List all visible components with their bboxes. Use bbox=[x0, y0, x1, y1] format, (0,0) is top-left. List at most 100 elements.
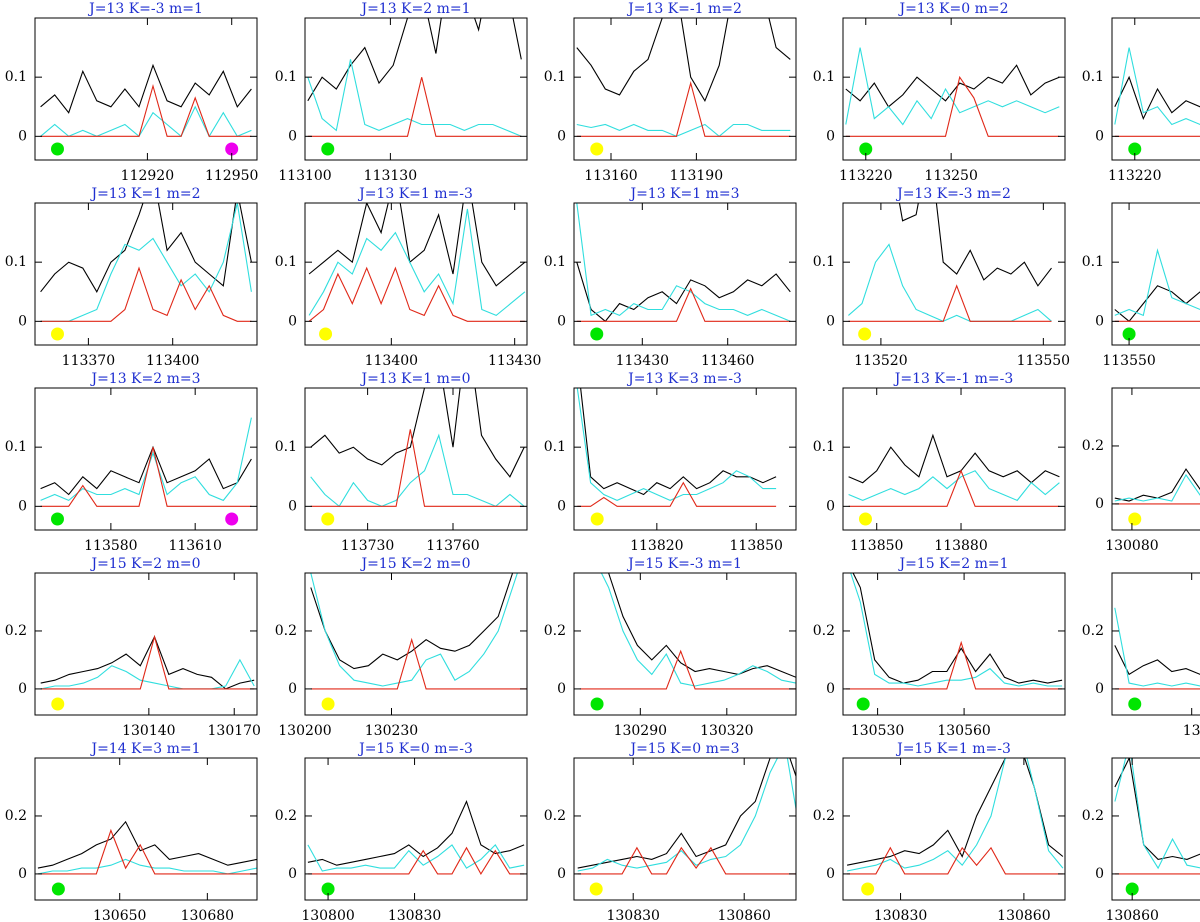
y-tick-label: 0 bbox=[826, 866, 835, 882]
y-tick-label: 0 bbox=[1095, 128, 1104, 144]
spectrum-line bbox=[310, 388, 525, 478]
plot-frame bbox=[573, 387, 797, 531]
panel: J=13 K=1 m=3 0 0.1 113430 113460 bbox=[544, 186, 797, 369]
spectrum-line bbox=[1114, 758, 1200, 870]
x-tick-label: 113430 bbox=[616, 353, 669, 369]
x-tick-label: 113820 bbox=[630, 538, 683, 554]
marker-dot bbox=[321, 512, 335, 526]
plot-area bbox=[576, 203, 791, 341]
y-tick-label: 0 bbox=[826, 498, 835, 514]
spectrum-line bbox=[577, 846, 796, 875]
spectrum-line bbox=[40, 203, 252, 322]
x-tick-label: 130860 bbox=[997, 908, 1050, 922]
y-tick-label: 0.2 bbox=[5, 623, 27, 639]
spectrum-line bbox=[40, 203, 252, 293]
panel: J=13 K=-1 m=2 0 0.1 113160 113190 bbox=[544, 1, 797, 184]
plot-frame bbox=[1111, 17, 1200, 161]
y-tick-label: 0 bbox=[557, 498, 566, 514]
plot-area bbox=[1114, 47, 1200, 156]
spectrum-line bbox=[1114, 285, 1200, 323]
panel: J=13 K=2 m=1 0 0.1 113100 113130 bbox=[275, 1, 528, 184]
marker-dot bbox=[50, 142, 64, 156]
marker-dot bbox=[856, 697, 870, 711]
x-tick-label: 130560 bbox=[937, 723, 990, 739]
y-tick-label: 0.2 bbox=[544, 808, 566, 824]
x-tick-label: 130230 bbox=[365, 723, 418, 739]
panel-title: J=15 K=2 m=1 bbox=[897, 556, 1008, 572]
plot-frame bbox=[1111, 387, 1200, 531]
y-tick-label: 0 bbox=[1095, 681, 1104, 697]
x-tick-label: 113430 bbox=[488, 353, 541, 369]
y-tick-label: 0.1 bbox=[813, 254, 835, 270]
x-tick-label: 113550 bbox=[1017, 353, 1070, 369]
spectrum-line bbox=[310, 573, 518, 687]
plot-area bbox=[845, 47, 1060, 156]
plot-frame bbox=[304, 387, 528, 531]
x-tick-label: 113370 bbox=[62, 353, 115, 369]
y-tick-label: 0 bbox=[18, 128, 27, 144]
x-tick-label: 113220 bbox=[839, 168, 892, 184]
y-tick-label: 0.2 bbox=[813, 623, 835, 639]
plot-area bbox=[310, 573, 527, 711]
panel: J=13 K=0 m=2 0 0.1 113220 113250 bbox=[813, 1, 1066, 184]
x-tick-label: 112950 bbox=[205, 168, 258, 184]
panel: J=15 K=2 m=0 0 0.2 130200 130230 bbox=[275, 556, 528, 739]
x-tick-label: 130530 bbox=[851, 723, 904, 739]
y-tick-label: 0.2 bbox=[5, 808, 27, 824]
y-tick-label: 0 bbox=[1095, 313, 1104, 329]
x-tick-label: 113580 bbox=[84, 538, 137, 554]
panel: J=13 K=2 m=3 0 0.1 113580 113610 bbox=[5, 371, 258, 554]
marker-dot bbox=[858, 512, 872, 526]
x-tick-label: 130650 bbox=[93, 908, 146, 922]
panel: J=15 K=2 m=1 0 0.2 130530 130560 bbox=[813, 556, 1066, 739]
spectrum-line bbox=[898, 203, 1052, 287]
y-tick-label: 0 bbox=[557, 681, 566, 697]
spectrum-line bbox=[848, 470, 1060, 502]
y-tick-label: 0.1 bbox=[1082, 254, 1104, 270]
spectrum-line bbox=[40, 105, 252, 138]
plot-frame bbox=[1111, 757, 1200, 901]
x-tick-label: 130170 bbox=[208, 723, 261, 739]
x-tick-label: 113400 bbox=[146, 353, 199, 369]
x-tick-label: 130140 bbox=[122, 723, 175, 739]
marker-dot bbox=[590, 327, 604, 341]
spectrum-line bbox=[1114, 75, 1200, 121]
plot-frame bbox=[842, 17, 1066, 161]
panel-title: J=13 K=-1 m=-3 bbox=[893, 371, 1014, 387]
marker-dot bbox=[1122, 327, 1136, 341]
spectrum-line bbox=[40, 266, 252, 322]
y-tick-label: 0.2 bbox=[275, 808, 297, 824]
panel-title: J=15 K=2 m=0 bbox=[89, 556, 200, 572]
x-tick-label: 113850 bbox=[730, 538, 783, 554]
plot-area bbox=[845, 573, 1063, 711]
plot-frame bbox=[304, 572, 528, 716]
panel-title: J=13 K=-3 m=1 bbox=[87, 1, 203, 17]
y-tick-label: 0.1 bbox=[5, 439, 27, 455]
y-tick-label: 0.2 bbox=[1082, 438, 1104, 454]
spectrum-line bbox=[846, 758, 1064, 872]
x-tick-label: 113460 bbox=[701, 353, 754, 369]
spectrum-line bbox=[1114, 47, 1200, 126]
y-tick-label: 0.2 bbox=[1082, 623, 1104, 639]
y-tick-label: 0 bbox=[826, 681, 835, 697]
marker-dot bbox=[859, 142, 873, 156]
panel: J=13 K=1 m=0 0 0.1 113730 113760 bbox=[275, 371, 528, 554]
spectrum-line bbox=[576, 203, 791, 322]
y-tick-label: 0 bbox=[1095, 496, 1104, 512]
panel-title: J=13 K=-1 m=2 bbox=[626, 1, 742, 17]
plot-frame bbox=[34, 17, 258, 161]
panel-title: J=13 K=3 m=-3 bbox=[626, 371, 742, 387]
spectrum-line bbox=[40, 658, 255, 690]
spectrum-line bbox=[845, 75, 1060, 137]
spectrum-line bbox=[1114, 468, 1200, 502]
plot-area bbox=[848, 433, 1060, 526]
marker-dot bbox=[1128, 142, 1142, 156]
plot-frame bbox=[1111, 202, 1200, 346]
spectrum-line bbox=[307, 799, 525, 866]
plot-frame bbox=[34, 387, 258, 531]
x-tick-label: 113190 bbox=[670, 168, 723, 184]
panel: J=15 K=2 m=0 0 0.2 130140 130170 bbox=[5, 556, 261, 739]
y-tick-label: 0.2 bbox=[813, 808, 835, 824]
